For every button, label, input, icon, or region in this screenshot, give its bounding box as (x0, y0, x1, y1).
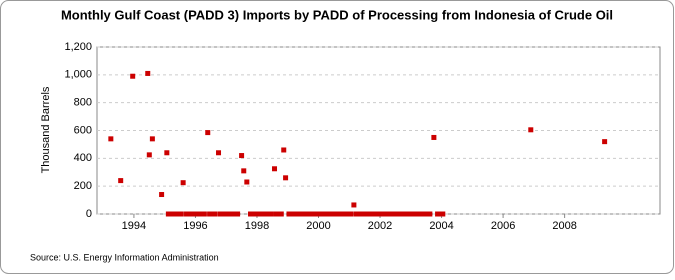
x-tick-label: 2008 (552, 220, 576, 232)
point (145, 70, 151, 76)
point (283, 175, 289, 181)
chart-title: Monthly Gulf Coast (PADD 3) Imports by P… (61, 7, 613, 22)
x-tick-label: 1994 (122, 220, 146, 232)
point (304, 211, 310, 217)
point (165, 211, 171, 217)
frame (0, 0, 674, 274)
point (173, 211, 179, 217)
y-tick-label: 1,000 (64, 69, 92, 81)
x-tick-label: 2002 (368, 220, 392, 232)
point (118, 178, 124, 184)
point (431, 134, 437, 140)
point (427, 211, 433, 217)
x-tick-label: 1996 (183, 220, 207, 232)
point (388, 211, 394, 217)
point (178, 211, 184, 217)
point (219, 211, 225, 217)
point (365, 211, 371, 217)
source: Source: U.S. Energy Information Administ… (30, 252, 219, 262)
point (358, 211, 364, 217)
point (296, 211, 302, 217)
point (265, 211, 271, 217)
point (351, 202, 357, 208)
point (239, 153, 245, 159)
point (201, 211, 207, 217)
point (180, 180, 186, 186)
point (396, 211, 402, 217)
point (149, 136, 155, 142)
point (108, 136, 114, 142)
point (227, 211, 233, 217)
point (268, 211, 274, 217)
point (212, 211, 218, 217)
point (419, 211, 425, 217)
point (528, 127, 534, 133)
y-tick-label: 200 (74, 180, 92, 192)
point (241, 168, 247, 174)
y-tick-label: 1,200 (64, 41, 92, 53)
point (146, 152, 152, 158)
point (373, 211, 379, 217)
point (288, 211, 294, 217)
point (273, 211, 279, 217)
y-tick-label: 0 (86, 208, 92, 220)
point (250, 211, 256, 217)
point (411, 211, 417, 217)
point (188, 211, 194, 217)
y-tick-label: 400 (74, 152, 92, 164)
x-tick-label: 2000 (306, 220, 330, 232)
y-tick-label: 800 (74, 97, 92, 109)
point (244, 179, 250, 185)
point (312, 211, 318, 217)
point (342, 211, 348, 217)
y-axis-label: Thousand Barrels (40, 86, 52, 173)
point (381, 211, 387, 217)
x-tick-label: 2006 (491, 220, 515, 232)
point (327, 211, 333, 217)
point (602, 139, 608, 145)
point (435, 211, 441, 217)
point (216, 150, 222, 156)
point (404, 211, 410, 217)
point (348, 211, 354, 217)
point (235, 211, 241, 217)
point (272, 166, 278, 172)
y-tick-label: 600 (74, 124, 92, 136)
point (278, 211, 284, 217)
point (130, 73, 136, 79)
point (258, 211, 264, 217)
point (205, 130, 211, 136)
point (319, 211, 325, 217)
point (164, 150, 170, 156)
point (440, 211, 446, 217)
point (335, 211, 341, 217)
x-tick-label: 2004 (429, 220, 453, 232)
x-tick-label: 1998 (245, 220, 269, 232)
point (281, 147, 287, 153)
point (196, 211, 202, 217)
point (159, 192, 165, 198)
